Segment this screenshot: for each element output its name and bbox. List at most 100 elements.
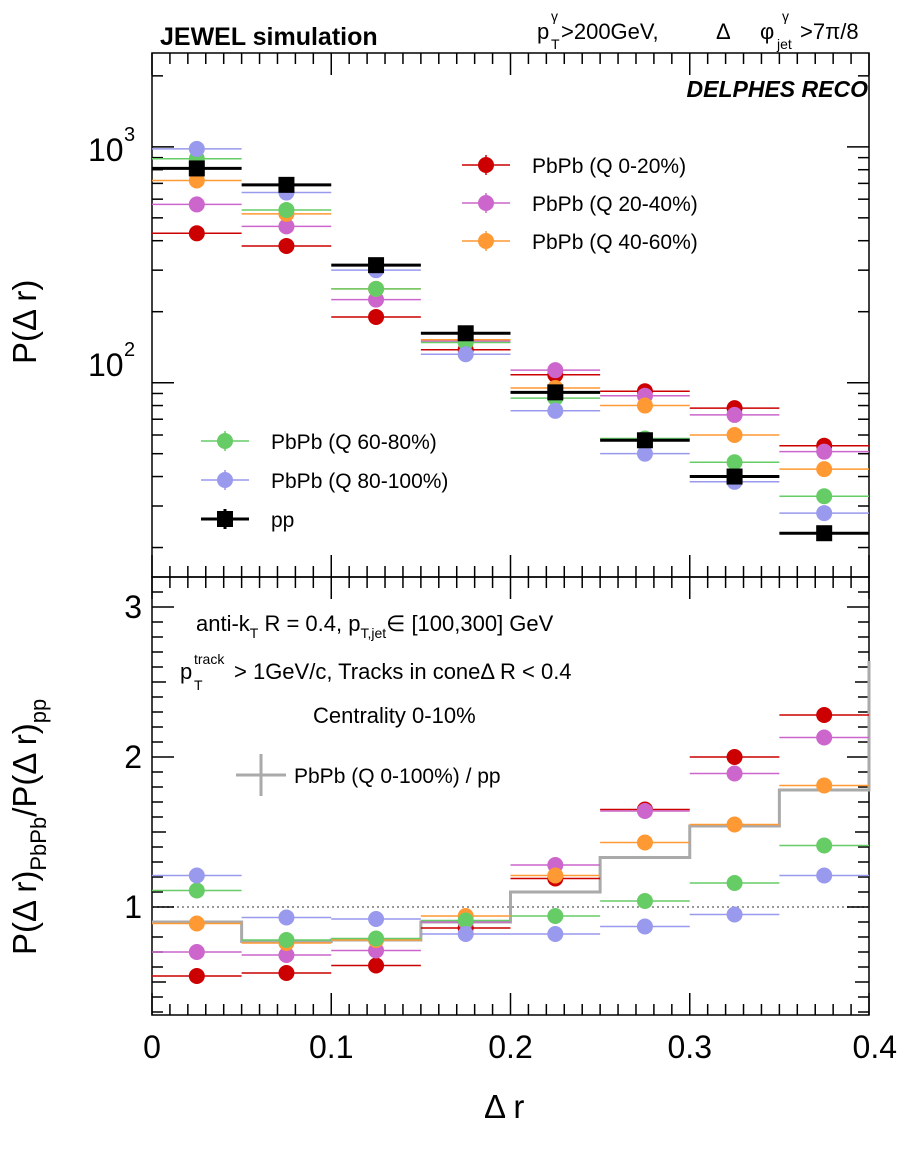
bottom-marker (278, 947, 295, 963)
top-ytick-1000-exp: 3 (124, 124, 135, 146)
top-marker-pbpb (726, 454, 743, 471)
top-legend: PbPb (Q 0-20%) PbPb (Q 20-40%) PbPb (Q 40-… (201, 155, 698, 532)
top-marker-pp (188, 160, 205, 177)
bottom-ylabel-main: P(Δ r) (6, 871, 43, 955)
bottom-marker (816, 729, 833, 746)
ann2-T: T (194, 677, 203, 693)
legend-label: PbPb (Q 80-100%) (271, 470, 448, 493)
bottom-marker (368, 911, 385, 927)
top-marker-pbpb (457, 346, 474, 363)
bottom-marker (188, 867, 205, 884)
dphi-cut-jet: jet (776, 36, 792, 52)
ann2-rest-a: > 1GeV/c, Tracks in cone (234, 659, 480, 684)
bottom-marker (368, 957, 385, 974)
bottom-ytick-label: 1 (124, 889, 142, 925)
top-axis-ticks (151, 53, 870, 577)
top-marker-pbpb (188, 172, 205, 189)
top-ytick-100-base: 10 (88, 347, 124, 383)
legend-marker (217, 472, 233, 488)
ratio-legend: PbPb (Q 0-100%) / pp (236, 754, 501, 796)
legend-marker (217, 511, 233, 527)
top-panel: 10 3 10 2 P(Δ r) PbPb (Q 0-20%) PbPb (Q 2… (6, 52, 870, 578)
bottom-data-points (152, 707, 869, 984)
bottom-marker (278, 965, 295, 981)
top-marker-pbpb (726, 427, 743, 444)
x-tick-label: 0.1 (309, 1029, 353, 1065)
bottom-marker (816, 837, 833, 854)
bottom-marker (547, 908, 564, 924)
x-tick-label: 0.3 (668, 1029, 712, 1065)
reco-label: DELPHES RECO (687, 76, 869, 102)
bottom-marker (816, 707, 833, 723)
bottom-marker (816, 777, 833, 794)
top-marker-pbpb (636, 397, 653, 414)
top-marker-pbpb (368, 280, 385, 297)
dphi-cut-rest: >7π/8 (800, 19, 859, 44)
pt-cut-gamma: γ (551, 8, 558, 24)
simulation-label: JEWEL simulation (160, 23, 378, 51)
top-marker-pbpb (816, 488, 833, 505)
x-axis-label: Δ r (484, 1088, 524, 1125)
bottom-marker (726, 906, 743, 923)
pt-cut-rest: >200GeV, (561, 19, 659, 44)
bottom-marker (726, 765, 743, 782)
ann1-c: ∈ [100,300] GeV (386, 611, 553, 636)
bottom-marker (816, 867, 833, 884)
legend-label: pp (271, 509, 294, 532)
top-marker-pp (278, 176, 295, 193)
bottom-ylabel-mid: /P(Δ r) (6, 723, 43, 817)
bottom-marker (636, 893, 653, 909)
ann1-b: R = 0.4, p (258, 611, 360, 636)
bottom-panel: 1 2 3 0 0.1 0.2 0.3 0.4 P(Δ r)PbPb/P(Δ r)pp Δ … (6, 576, 897, 1125)
x-tick-label: 0 (143, 1029, 161, 1065)
bottom-marker (636, 803, 653, 819)
bottom-marker (726, 749, 743, 765)
top-marker-pbpb (547, 402, 564, 419)
ann2-track: track (194, 651, 225, 667)
top-marker-pbpb (816, 461, 833, 478)
top-marker-pbpb (188, 140, 205, 157)
dphi-cut-delta: Δ (716, 19, 731, 44)
ann2-rest-b: Δ R < 0.4 (480, 659, 571, 684)
bottom-marker (188, 882, 205, 899)
bottom-marker (457, 926, 474, 942)
bottom-marker (368, 930, 385, 947)
top-marker-pbpb (547, 362, 564, 379)
bottom-marker (636, 918, 653, 935)
bottom-ytick-label: 2 (124, 739, 142, 775)
annotation-centrality: Centrality 0-10% (313, 703, 476, 728)
top-ytick-100-exp: 2 (124, 339, 135, 361)
bottom-ylabel-sub1: PbPb (26, 817, 51, 871)
bottom-marker (188, 915, 205, 932)
ann2-rest: > 1GeV/c, Tracks in coneΔ R < 0.4 (234, 659, 572, 684)
bottom-marker (188, 968, 205, 984)
annotation-jet-definition: anti-kT R = 0.4, pT,jet∈ [100,300] GeV (196, 611, 554, 641)
top-marker-pp (726, 468, 743, 485)
top-marker-pp (368, 257, 385, 274)
legend-label: PbPb (Q 0-20%) (532, 155, 686, 178)
bottom-ytick-label: 3 (124, 589, 142, 625)
annotation-track-cut: p (180, 659, 192, 684)
ann1-sub: T,jet (360, 625, 386, 641)
dphi-cut-gamma: γ (782, 8, 789, 24)
bottom-y-tick-labels: 1 2 3 (124, 589, 142, 925)
top-ytick-1000-base: 10 (88, 132, 124, 168)
top-marker-pp (457, 325, 474, 342)
top-marker-pbpb (188, 225, 205, 242)
top-marker-pbpb (278, 237, 295, 254)
x-tick-label: 0.2 (488, 1029, 532, 1065)
ratio-legend-label: PbPb (Q 0-100%) / pp (294, 765, 501, 788)
bottom-marker (278, 932, 295, 948)
legend-marker (478, 233, 494, 249)
ann1-a: anti-k (196, 611, 251, 636)
x-tick-labels: 0 0.1 0.2 0.3 0.4 (143, 1029, 897, 1065)
top-marker-pbpb (278, 201, 295, 218)
bottom-ylabel-sub2: pp (26, 699, 51, 723)
legend-label: PbPb (Q 20-40%) (532, 193, 698, 216)
bottom-marker (278, 909, 295, 926)
dphi-cut-phi: φ (760, 19, 774, 44)
bottom-marker (457, 912, 474, 929)
top-marker-pbpb (278, 218, 295, 235)
legend-marker (478, 195, 494, 211)
